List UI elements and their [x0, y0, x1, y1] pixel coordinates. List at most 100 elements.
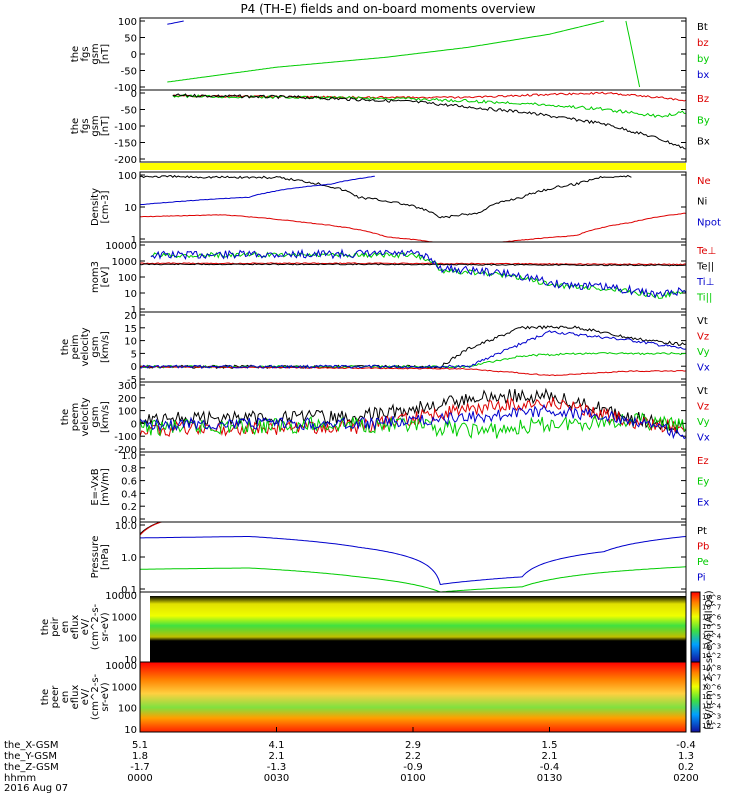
- y-tick-label: 10: [124, 289, 137, 300]
- legend-entry: Te⊥: [696, 246, 716, 257]
- y-tick-label: 0.0: [121, 515, 137, 526]
- y-tick-label: 200: [118, 394, 137, 405]
- y-tick-label: -200: [114, 155, 137, 166]
- series-Ti-par: [150, 251, 687, 299]
- legend-entry: Bt: [697, 22, 708, 33]
- series-Te-perp: [139, 262, 687, 266]
- y-tick-label: 5: [131, 349, 137, 360]
- y-axis-label: gsm: [90, 336, 101, 357]
- series-Pi: [140, 536, 687, 585]
- panel-8: Pressure [nPa] 10.0 1.0 0.1 Pt Pb Pe Pi: [90, 521, 709, 596]
- y-tick-label: 10.0: [115, 521, 137, 532]
- series-Ti-perp: [150, 248, 687, 299]
- y-axis-label: peir: [50, 616, 61, 636]
- y-tick-label: 1: [131, 305, 137, 316]
- y-tick-label: 0: [131, 89, 137, 100]
- legend-entry: Vt: [697, 386, 708, 397]
- y-tick-label: 0.6: [121, 477, 137, 488]
- y-tick-label: 1000: [112, 682, 137, 693]
- y-axis-label: [km/s]: [100, 401, 111, 433]
- series-Vt-peem: [139, 387, 687, 434]
- panel-3: Density [cm-3] 100 10 1 Ne Ni Npot: [90, 171, 721, 246]
- legend-entry: Ez: [697, 456, 709, 467]
- y-tick-label: 100: [118, 704, 137, 715]
- series-bx: [167, 20, 184, 25]
- legend-entry: Pb: [697, 542, 709, 553]
- y-tick-label: 10: [124, 725, 137, 736]
- y-tick-label: 1: [131, 235, 137, 246]
- x-tick-label: 2.2: [405, 751, 421, 762]
- colorbar-tick: 10^5: [702, 693, 721, 701]
- y-axis-label: en: [60, 691, 71, 704]
- y-tick-label: 100: [118, 17, 137, 28]
- spectrogram-electrons: [140, 662, 686, 732]
- y-axis-label: eflux: [70, 615, 81, 640]
- y-tick-label: 20: [124, 311, 137, 322]
- y-tick-label: 1.0: [121, 553, 137, 564]
- legend-entry: Ex: [697, 497, 709, 508]
- series-Bx: [172, 93, 687, 150]
- colorbar: [690, 591, 701, 663]
- y-axis-label: fgs: [80, 46, 91, 61]
- y-axis-label: the: [40, 619, 51, 635]
- x-row-label: hhmm: [4, 773, 36, 784]
- legend-entry: Pi: [697, 573, 706, 584]
- x-tick-label: -0.4: [540, 762, 560, 773]
- panel-frame: [139, 171, 687, 243]
- panel-frame: [139, 451, 687, 523]
- colorbar-tick: 10^2: [702, 652, 721, 660]
- y-tick-label: 1000: [112, 257, 137, 268]
- y-tick-label: 0.1: [121, 585, 137, 596]
- y-axis-label: the: [60, 409, 71, 425]
- series-Vz-peim: [139, 365, 687, 377]
- legend-entry: by: [697, 54, 709, 65]
- y-tick-label: 10: [124, 203, 137, 214]
- y-axis-label: the: [70, 46, 81, 62]
- y-axis-label: gsm: [90, 43, 101, 64]
- x-row-label: the_Z-GSM: [4, 762, 59, 773]
- y-axis-label: eflux: [70, 685, 81, 710]
- y-axis-label: Density: [90, 188, 101, 226]
- colorbar-tick: 10^3: [702, 712, 721, 720]
- colorbar-tick: 10^7: [702, 674, 721, 682]
- x-tick-label: 0030: [264, 773, 289, 784]
- x-tick-label: 0130: [537, 773, 562, 784]
- panel-6: the peem velocity gsm [km/s] 300 200 1000 -100 -2…: [60, 381, 710, 456]
- y-tick-label: 10: [124, 655, 137, 666]
- series-by-late: [625, 20, 641, 88]
- colorbar-tick: 10^5: [702, 623, 721, 631]
- legend-entry: Ti⊥: [696, 277, 714, 288]
- legend-entry: Vt: [697, 316, 708, 327]
- series-Vx-peem: [139, 403, 687, 440]
- colorbar-label: [eV/(cm^2-s-sr-eV)] (All Qs): [704, 590, 715, 729]
- y-axis-label: velocity: [80, 397, 91, 436]
- y-tick-label: -100: [114, 432, 137, 443]
- colorbar-tick: 10^4: [702, 633, 722, 641]
- x-row-label: the_X-GSM: [4, 740, 58, 751]
- y-tick-label: -50: [121, 106, 137, 117]
- series-by: [167, 20, 605, 83]
- y-tick-label: 0.4: [121, 489, 137, 500]
- panel-4: mom3 [eV] 10000 1000 100 10 1 Te⊥ Te|| Ti⊥ Ti||: [90, 241, 716, 316]
- legend-entry: Vx: [697, 433, 710, 444]
- y-axis-label: eV/: [80, 618, 91, 635]
- series-Npot: [139, 175, 375, 206]
- y-axis-label: eV/: [80, 688, 91, 705]
- colorbar-tick: 10^4: [702, 703, 722, 711]
- x-tick-label: 5.1: [132, 740, 148, 751]
- y-tick-label: 0: [131, 50, 137, 61]
- legend-entry: bx: [697, 70, 709, 81]
- y-axis-label: mom3: [90, 261, 101, 293]
- x-row-label: the_Y-GSM: [4, 751, 57, 762]
- colorbar-tick: 10^8: [702, 594, 721, 602]
- y-tick-label: 0: [131, 362, 137, 373]
- y-tick-label: -150: [114, 139, 137, 150]
- legend-entry: Vx: [697, 363, 710, 374]
- y-axis-label: Pressure: [90, 536, 101, 579]
- series-Vt-peim: [139, 325, 687, 369]
- y-axis-label: E=-VxB: [90, 468, 101, 505]
- y-axis-label: (cm^2-s-: [90, 673, 101, 720]
- y-tick-label: 100: [118, 634, 137, 645]
- y-axis-label: peer: [50, 685, 61, 709]
- y-tick-label: -100: [114, 83, 137, 94]
